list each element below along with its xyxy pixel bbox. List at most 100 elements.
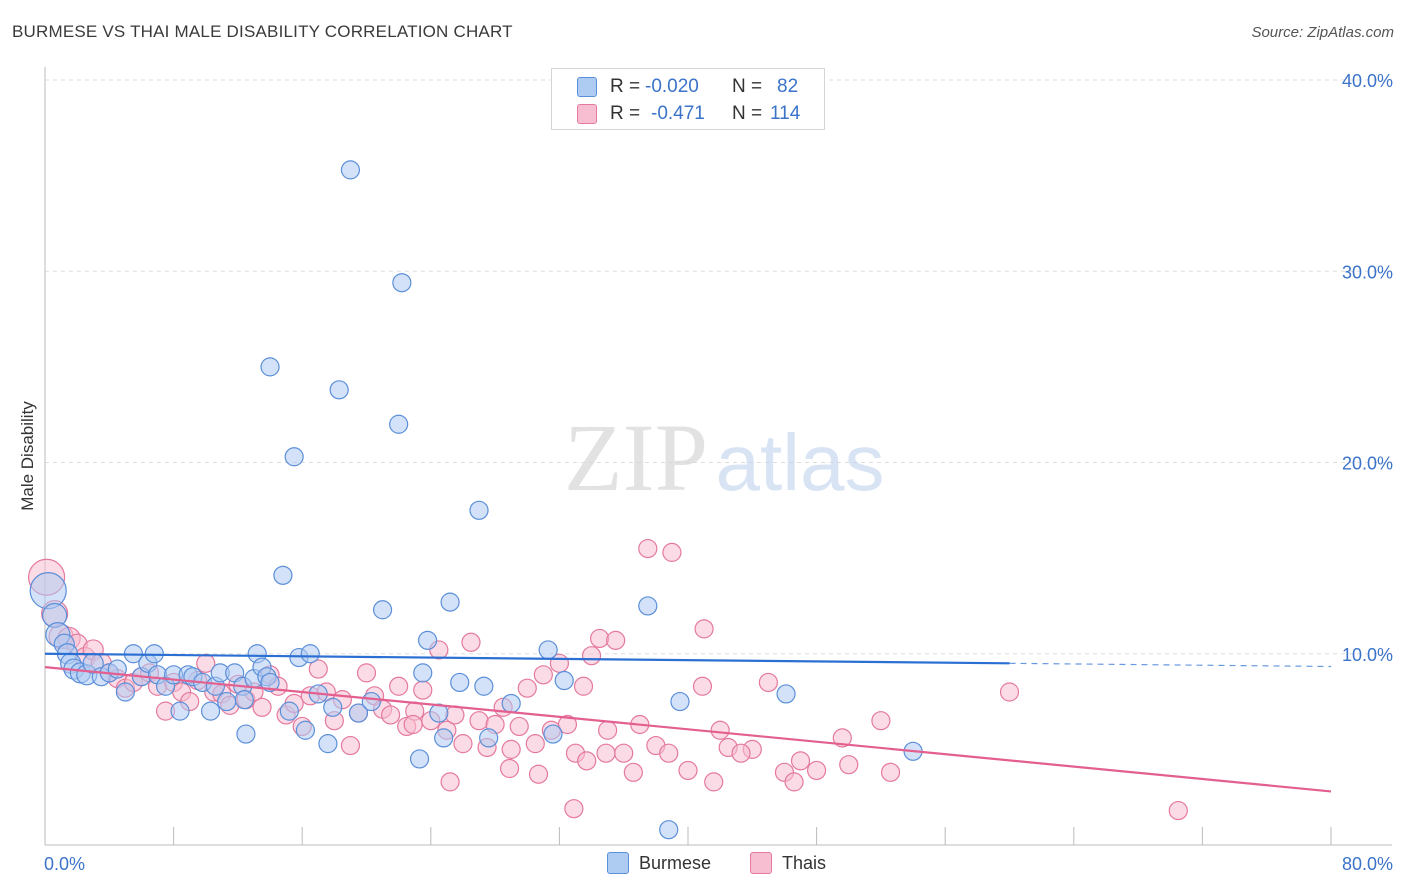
burmese-point	[29, 572, 67, 610]
burmese-point	[409, 749, 430, 769]
thai-point	[589, 628, 610, 649]
legend-n-value: 82	[777, 76, 799, 97]
series-legend: Burmese Thais	[0, 852, 1406, 878]
gridlines	[45, 79, 1392, 655]
legend-row-thais: R = -0.471 N = 114	[552, 102, 824, 126]
thai-point	[662, 542, 682, 562]
burmese-point	[260, 357, 280, 377]
legend-item-burmese[interactable]: Burmese	[607, 852, 711, 874]
burmese-point	[200, 701, 221, 721]
thai-point	[880, 762, 901, 782]
burmese-point	[440, 592, 460, 612]
thai-point	[517, 678, 537, 698]
thai-point	[501, 739, 521, 759]
burmese-point	[392, 273, 412, 293]
thai-point	[606, 630, 626, 650]
thai-point	[839, 755, 859, 775]
burmese-point	[361, 691, 381, 712]
thai-point	[381, 705, 401, 725]
burmese-point	[638, 596, 658, 616]
legend-swatch-thais	[577, 104, 597, 124]
thai-point	[731, 743, 751, 763]
thai-point	[445, 705, 465, 725]
burmese-point	[776, 684, 796, 704]
burmese-swatch	[607, 852, 629, 874]
thai-point	[614, 743, 634, 763]
legend-r-label: R =	[610, 103, 641, 124]
thai-point	[694, 619, 714, 639]
burmese-point	[217, 691, 237, 712]
burmese-point	[501, 693, 521, 714]
thai-point	[403, 714, 423, 735]
trend-lines	[44, 652, 1332, 793]
thai-point	[659, 743, 679, 763]
burmese-point	[479, 728, 499, 748]
burmese-trend-line	[44, 652, 1010, 665]
thai-point	[806, 760, 827, 781]
burmese-point	[236, 724, 256, 744]
thai-point	[509, 716, 529, 737]
thai-point	[598, 720, 618, 740]
burmese-point	[538, 640, 558, 660]
burmese-point	[554, 670, 574, 691]
source-label: Source: ZipAtlas.com	[1251, 24, 1394, 41]
thai-trend-line	[44, 666, 1332, 793]
thai-point	[758, 672, 778, 693]
y-tick-label: 10.0%	[1342, 645, 1393, 665]
thai-point	[525, 734, 545, 754]
watermark-atlas: atlas	[716, 418, 885, 507]
thai-point	[832, 728, 852, 748]
thai-point	[413, 680, 433, 700]
thai-point	[692, 676, 713, 696]
burmese-point	[372, 600, 393, 620]
burmese-point	[115, 682, 135, 702]
thai-point	[581, 646, 602, 666]
thais-swatch	[750, 852, 772, 874]
thai-point	[573, 676, 594, 696]
burmese-point	[413, 663, 433, 683]
chart-title: BURMESE VS THAI MALE DISABILITY CORRELAT…	[12, 22, 513, 41]
thai-point	[999, 682, 1020, 702]
burmese-point	[348, 703, 369, 723]
y-tick-label: 20.0%	[1342, 454, 1393, 474]
burmese-point	[279, 701, 299, 721]
legend-label-thais: Thais	[782, 852, 827, 873]
burmese-point	[659, 820, 679, 840]
burmese-point	[434, 728, 454, 748]
thai-point	[469, 711, 489, 731]
legend-swatch-burmese	[577, 77, 597, 97]
thai-point	[704, 772, 724, 792]
thai-point	[499, 758, 520, 779]
burmese-point	[329, 380, 349, 400]
legend-item-thais[interactable]: Thais	[750, 852, 826, 874]
legend-row-burmese: R = -0.020 N = 82	[552, 75, 824, 99]
thai-point	[596, 743, 616, 763]
burmese-point	[273, 565, 293, 585]
thai-point	[564, 799, 584, 819]
burmese-point	[318, 734, 338, 754]
legend-n-label: N =	[732, 103, 763, 124]
legend-n-label: N =	[732, 76, 763, 97]
thai-point	[638, 538, 658, 559]
thai-point	[340, 735, 361, 756]
burmese-point	[450, 672, 470, 693]
thai-point	[440, 772, 460, 792]
burmese-point	[340, 160, 361, 180]
legend-label-burmese: Burmese	[639, 852, 712, 873]
legend-r-value: -0.020	[645, 76, 699, 97]
thai-point	[528, 764, 549, 784]
thai-point	[557, 714, 578, 735]
thai-point	[252, 697, 272, 717]
burmese-point	[170, 701, 190, 721]
burmese-point	[300, 644, 320, 664]
thai-point	[678, 760, 698, 781]
thai-point	[389, 676, 409, 696]
burmese-point	[234, 690, 254, 710]
axes	[44, 67, 1392, 846]
y-tick-label: 30.0%	[1342, 262, 1393, 282]
x-tick-label: 80.0%	[1342, 854, 1393, 874]
burmese-point	[429, 703, 449, 723]
watermark-zip: ZIP	[564, 404, 708, 511]
y-tick-label: 40.0%	[1342, 71, 1393, 91]
